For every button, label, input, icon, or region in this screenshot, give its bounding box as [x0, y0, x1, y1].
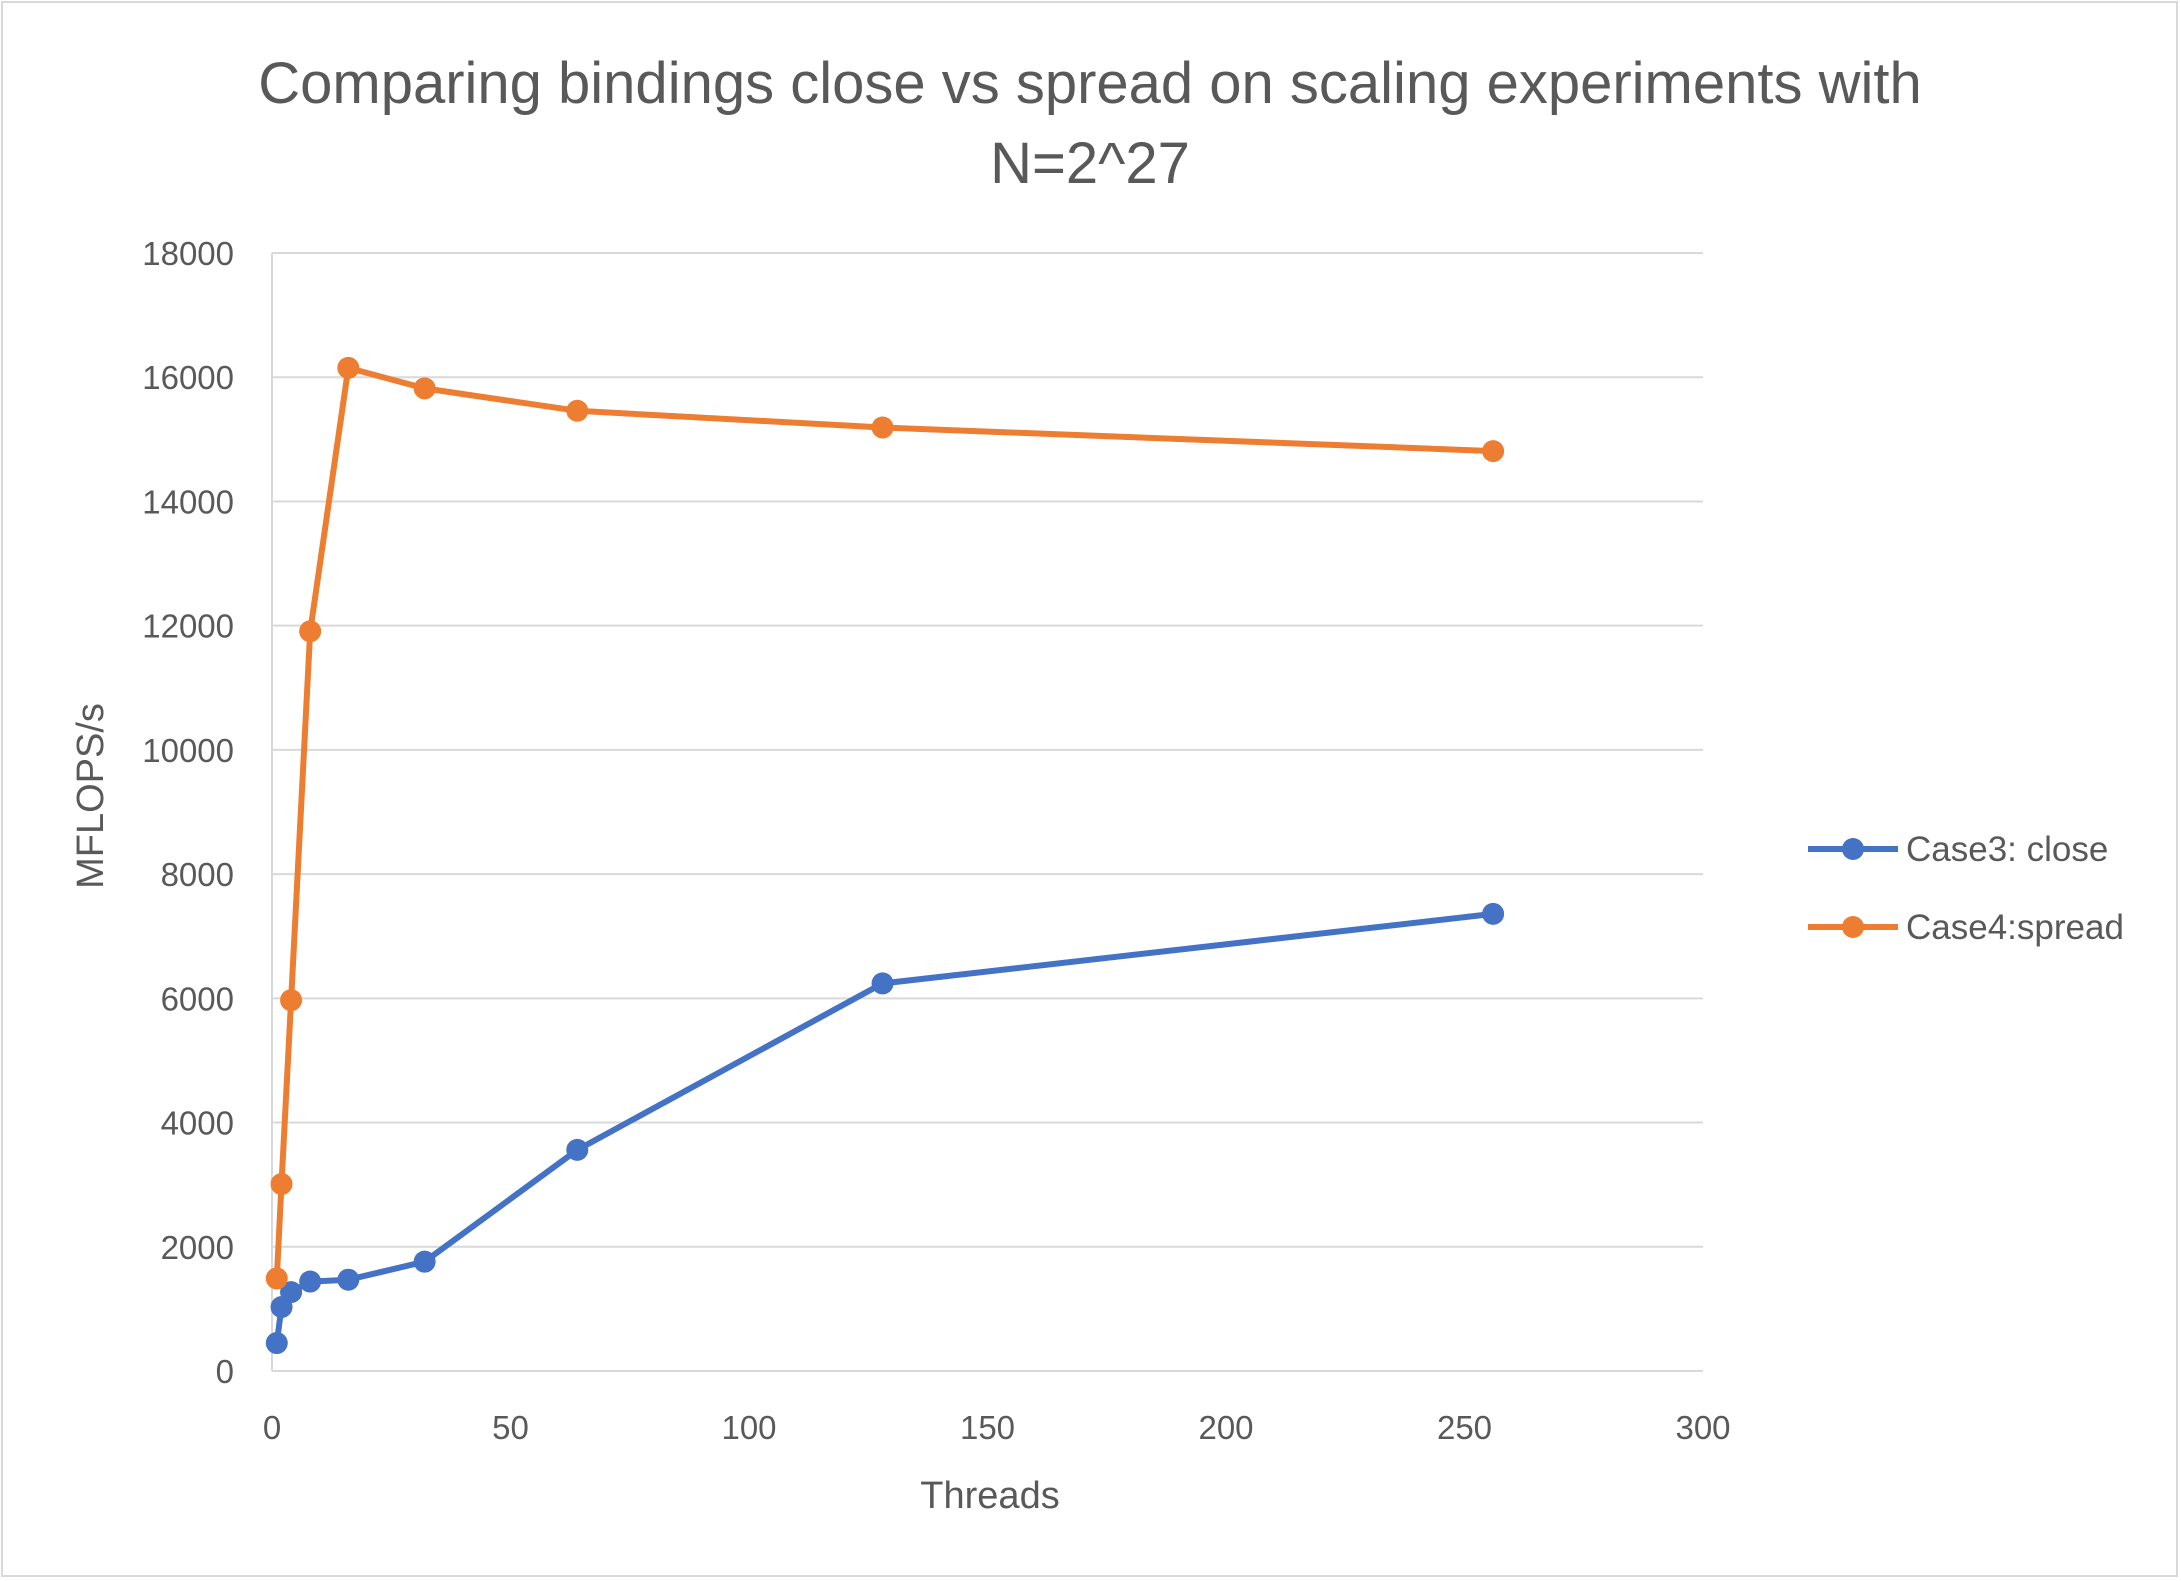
y-tick-label: 0: [216, 1353, 234, 1390]
x-axis-title: Threads: [920, 1475, 1059, 1517]
y-tick-label: 6000: [161, 980, 234, 1017]
data-point: [270, 1173, 293, 1196]
chart-title: Comparing bindings close vs spread on sc…: [258, 51, 1922, 196]
legend-marker: [1842, 916, 1864, 938]
y-tick-label: 8000: [161, 856, 234, 893]
legend-marker: [1842, 838, 1864, 860]
data-point: [337, 1268, 360, 1291]
y-tick-label: 4000: [161, 1105, 234, 1142]
y-tick-label: 2000: [161, 1229, 234, 1266]
data-point: [280, 989, 303, 1012]
data-point: [1482, 902, 1505, 925]
data-point: [337, 356, 360, 379]
series-layer: [265, 356, 1505, 1355]
axes: [271, 253, 1703, 1372]
y-tick-label: 18000: [142, 235, 234, 272]
data-point: [413, 377, 436, 400]
x-tick-label: 250: [1437, 1409, 1492, 1446]
legend-label: Case3: close: [1906, 830, 2108, 869]
x-tick-label: 300: [1675, 1409, 1730, 1446]
x-tick-label: 100: [721, 1409, 776, 1446]
legend: Case3: close Case4:spread: [1808, 830, 2124, 947]
data-point: [566, 1138, 589, 1161]
x-tick-label: 200: [1198, 1409, 1253, 1446]
data-point: [871, 972, 894, 995]
y-tick-label: 16000: [142, 359, 234, 396]
data-point: [299, 1270, 322, 1293]
x-tick-label: 50: [492, 1409, 529, 1446]
data-point: [265, 1267, 288, 1290]
y-tick-label: 14000: [142, 483, 234, 520]
gridlines: [272, 252, 1703, 1248]
x-tick-label: 0: [263, 1409, 281, 1446]
data-point: [566, 399, 589, 422]
data-point: [299, 620, 322, 643]
data-point: [1482, 440, 1505, 463]
data-point: [280, 1281, 303, 1304]
y-axis-title: MFLOPS/s: [70, 703, 112, 889]
data-point: [871, 416, 894, 439]
x-tick-label: 150: [960, 1409, 1015, 1446]
y-tick-label: 10000: [142, 732, 234, 769]
data-point: [265, 1332, 288, 1355]
y-tick-label: 12000: [142, 608, 234, 645]
legend-label: Case4:spread: [1906, 908, 2124, 947]
series-line-2: [273, 364, 1494, 1279]
data-point: [413, 1250, 436, 1273]
tick-labels: 0200040006000800010000120001400016000180…: [142, 235, 1730, 1446]
